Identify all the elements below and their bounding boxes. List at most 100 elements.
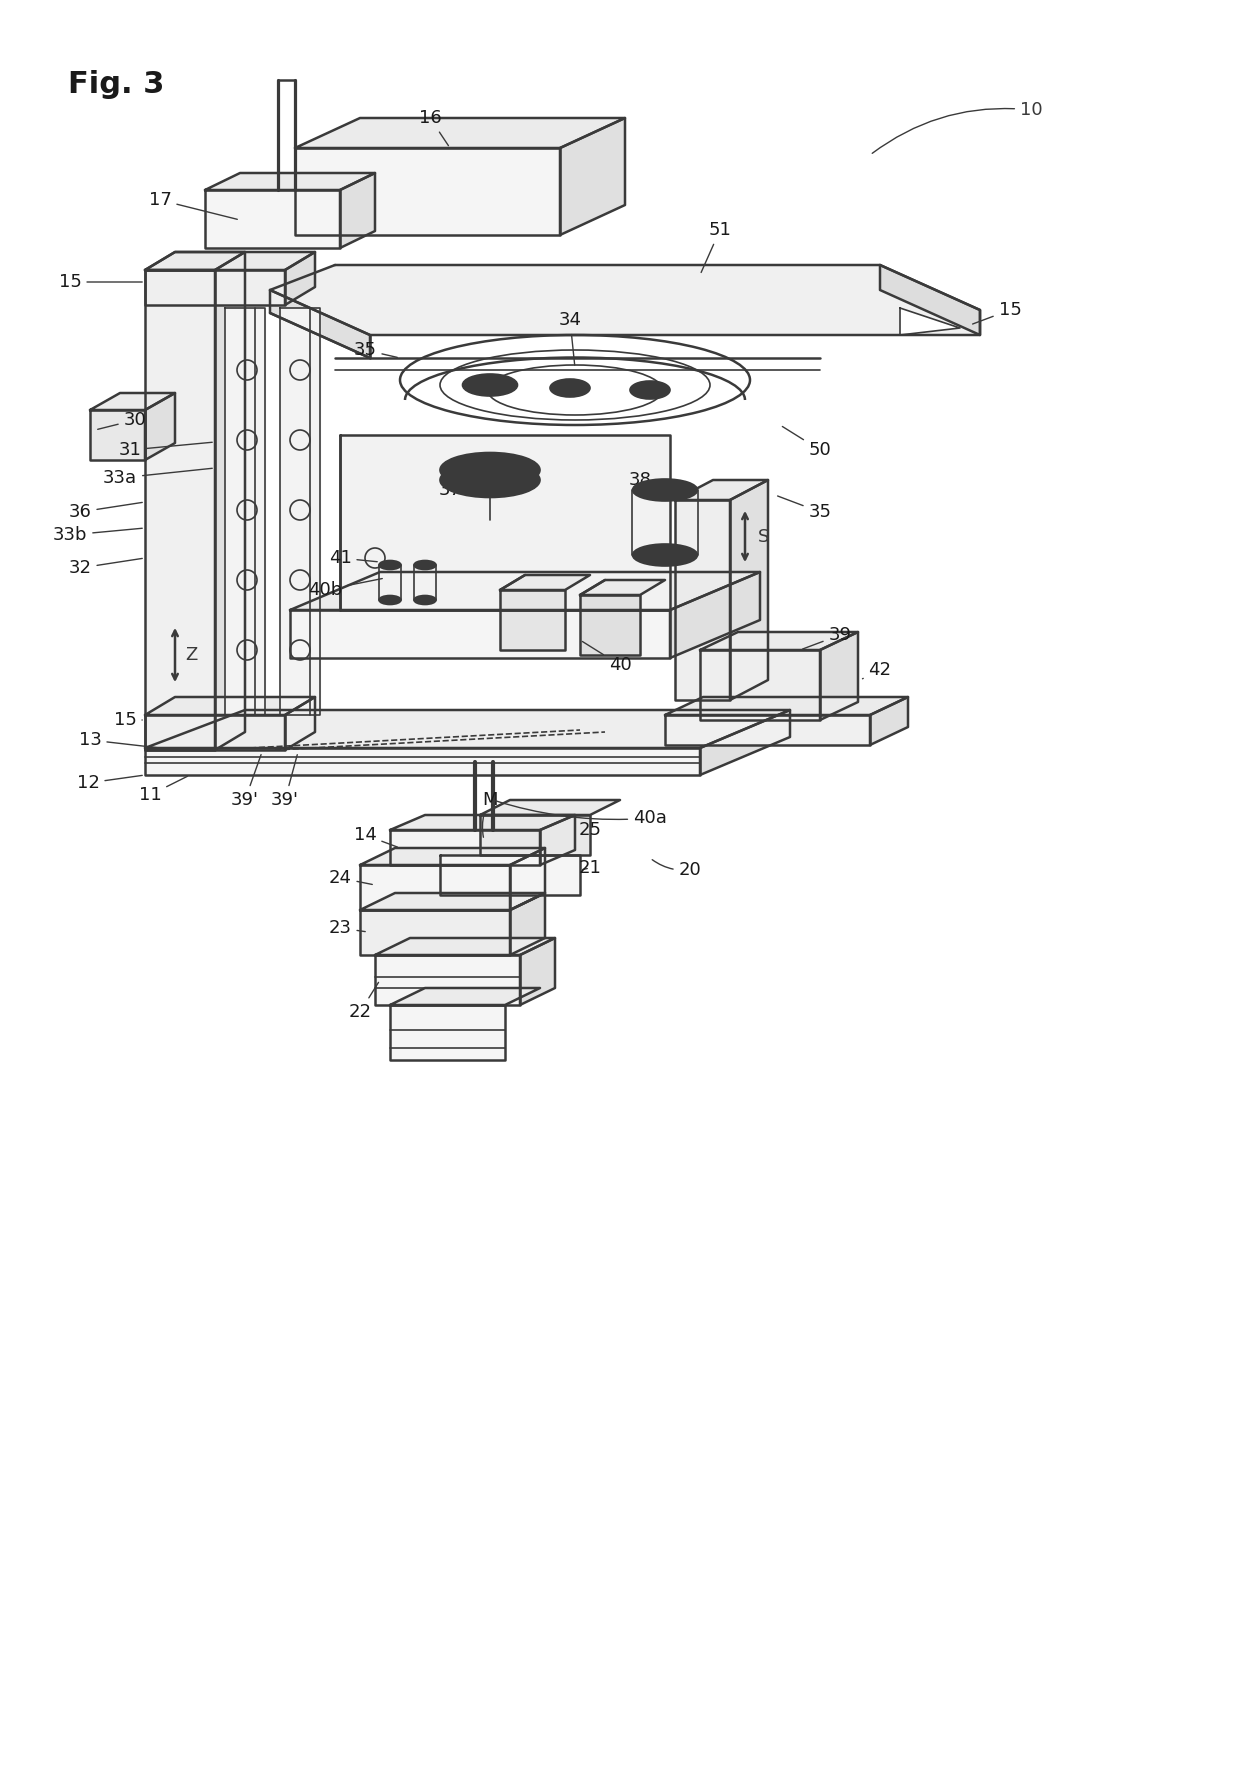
Polygon shape xyxy=(580,595,640,656)
Text: 31: 31 xyxy=(119,441,212,458)
Polygon shape xyxy=(675,499,730,700)
Text: 38: 38 xyxy=(629,471,657,489)
Text: 40: 40 xyxy=(583,641,631,673)
Polygon shape xyxy=(360,865,510,910)
Polygon shape xyxy=(280,307,320,714)
Text: 15: 15 xyxy=(58,274,143,291)
Text: 33b: 33b xyxy=(53,526,143,544)
Text: 24: 24 xyxy=(329,869,372,887)
Text: 36: 36 xyxy=(68,503,143,521)
Polygon shape xyxy=(285,697,315,750)
Text: 25: 25 xyxy=(579,821,601,839)
Polygon shape xyxy=(145,393,175,460)
Ellipse shape xyxy=(630,380,670,400)
Polygon shape xyxy=(701,633,858,650)
Ellipse shape xyxy=(440,453,539,487)
Polygon shape xyxy=(520,938,556,1006)
Text: 35: 35 xyxy=(777,496,832,521)
Ellipse shape xyxy=(632,544,697,567)
Polygon shape xyxy=(701,650,820,720)
Polygon shape xyxy=(500,576,590,590)
Text: Z: Z xyxy=(185,647,197,665)
Polygon shape xyxy=(730,480,768,700)
Polygon shape xyxy=(290,610,670,657)
Ellipse shape xyxy=(379,560,401,569)
Polygon shape xyxy=(440,855,580,896)
Text: 37: 37 xyxy=(439,478,487,499)
Ellipse shape xyxy=(551,379,590,396)
Polygon shape xyxy=(820,633,858,720)
Polygon shape xyxy=(360,848,546,865)
Polygon shape xyxy=(295,117,625,147)
Polygon shape xyxy=(145,252,315,270)
Polygon shape xyxy=(480,800,620,816)
Ellipse shape xyxy=(414,595,436,604)
Polygon shape xyxy=(670,572,760,657)
Polygon shape xyxy=(215,252,246,750)
Text: 22: 22 xyxy=(348,983,378,1022)
Text: 35: 35 xyxy=(353,341,397,359)
Text: 30: 30 xyxy=(98,410,146,430)
Text: 15: 15 xyxy=(114,711,143,729)
Polygon shape xyxy=(391,830,539,865)
Polygon shape xyxy=(91,393,175,410)
Polygon shape xyxy=(145,711,790,748)
Polygon shape xyxy=(205,190,340,249)
Text: 40b: 40b xyxy=(308,579,382,599)
Polygon shape xyxy=(675,480,768,499)
Text: 40a: 40a xyxy=(496,801,667,826)
Polygon shape xyxy=(145,748,701,775)
Polygon shape xyxy=(480,816,590,855)
Polygon shape xyxy=(880,265,980,336)
Polygon shape xyxy=(340,172,374,249)
Text: 34: 34 xyxy=(558,311,582,366)
Polygon shape xyxy=(290,572,760,610)
Polygon shape xyxy=(145,714,285,750)
Polygon shape xyxy=(510,894,546,954)
Polygon shape xyxy=(295,147,560,235)
Ellipse shape xyxy=(632,480,697,501)
Text: 39': 39' xyxy=(272,755,299,809)
Text: 33a: 33a xyxy=(103,469,212,487)
Polygon shape xyxy=(560,117,625,235)
Text: 39': 39' xyxy=(231,755,262,809)
Polygon shape xyxy=(391,1006,505,1061)
Text: Fig. 3: Fig. 3 xyxy=(68,69,165,100)
Text: 50: 50 xyxy=(782,426,831,458)
Polygon shape xyxy=(510,848,546,910)
Polygon shape xyxy=(391,988,539,1006)
Polygon shape xyxy=(285,252,315,306)
Polygon shape xyxy=(145,697,315,714)
Polygon shape xyxy=(665,714,870,745)
Polygon shape xyxy=(665,697,908,714)
Polygon shape xyxy=(270,290,370,357)
Polygon shape xyxy=(224,307,265,714)
Polygon shape xyxy=(145,270,285,306)
Polygon shape xyxy=(500,590,565,650)
Text: S: S xyxy=(758,528,769,546)
Ellipse shape xyxy=(463,373,517,396)
Polygon shape xyxy=(205,172,374,190)
Polygon shape xyxy=(391,816,575,830)
Polygon shape xyxy=(91,410,145,460)
Text: M: M xyxy=(482,791,497,837)
Polygon shape xyxy=(539,816,575,865)
Ellipse shape xyxy=(379,595,401,604)
Polygon shape xyxy=(580,579,665,595)
Text: 20: 20 xyxy=(652,860,702,880)
Text: 10: 10 xyxy=(872,101,1043,153)
Text: 51: 51 xyxy=(701,220,732,272)
Text: 12: 12 xyxy=(77,775,143,793)
Text: 42: 42 xyxy=(863,661,892,679)
Polygon shape xyxy=(701,711,790,775)
Text: 17: 17 xyxy=(149,190,237,219)
Polygon shape xyxy=(340,435,670,610)
Polygon shape xyxy=(360,910,510,954)
Text: 16: 16 xyxy=(419,108,449,146)
Polygon shape xyxy=(374,938,556,954)
Ellipse shape xyxy=(414,560,436,569)
Text: 15: 15 xyxy=(972,300,1022,323)
Polygon shape xyxy=(145,252,246,270)
Ellipse shape xyxy=(440,462,539,498)
Polygon shape xyxy=(270,265,980,336)
